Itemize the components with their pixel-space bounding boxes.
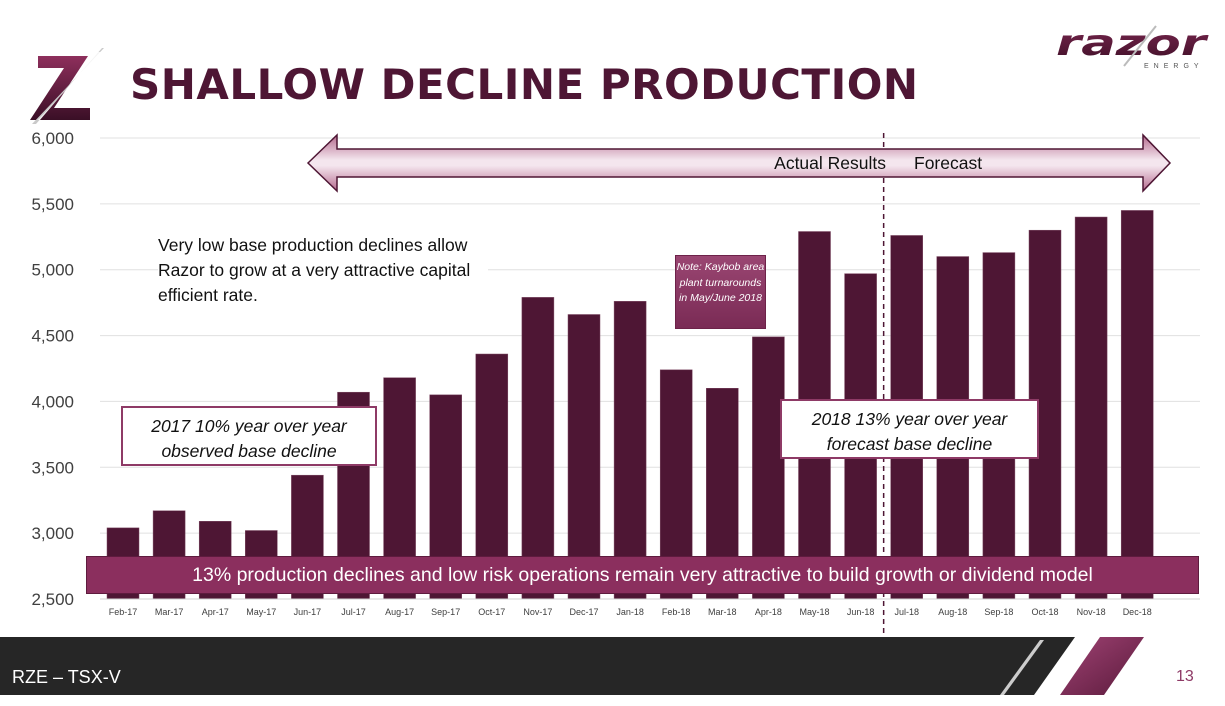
x-tick-label: May-18	[799, 607, 829, 617]
y-tick-label: 2,500	[31, 590, 74, 609]
summary-banner: 13% production declines and low risk ope…	[86, 556, 1199, 594]
body-text: Very low base production declines allow …	[158, 233, 488, 308]
callout-2018-line2: forecast base decline	[826, 434, 993, 454]
x-tick-label: Nov-18	[1077, 607, 1106, 617]
callout-2017-line2: observed base decline	[161, 441, 337, 461]
bar-jan-18	[613, 301, 647, 600]
x-tick-label: Apr-17	[202, 607, 229, 617]
x-tick-label: Jun-18	[847, 607, 875, 617]
x-tick-label: Feb-17	[109, 607, 138, 617]
brand-name: razor	[1056, 23, 1209, 64]
bar-nov-18	[1074, 216, 1108, 600]
callout-2017-decline: 2017 10% year over year observed base de…	[121, 406, 377, 466]
x-tick-label: Jul-17	[341, 607, 366, 617]
page-title: SHALLOW DECLINE PRODUCTION	[130, 60, 919, 109]
y-tick-label: 3,500	[31, 458, 74, 477]
x-tick-label: Jun-17	[294, 607, 322, 617]
kaybob-note: Note: Kaybob area plant turnarounds in M…	[675, 255, 766, 329]
x-tick-label: Apr-18	[755, 607, 782, 617]
callout-2017-line1: 2017 10% year over year	[151, 416, 347, 436]
arrow-label-actual: Actual Results	[774, 153, 886, 173]
callout-2018-decline: 2018 13% year over year forecast base de…	[780, 399, 1039, 459]
callout-2018-line1: 2018 13% year over year	[811, 409, 1008, 429]
x-tick-label: Feb-18	[662, 607, 691, 617]
y-tick-label: 3,000	[31, 524, 74, 543]
x-tick-label: Dec-17	[569, 607, 598, 617]
arrow-label-forecast: Forecast	[914, 153, 982, 173]
x-tick-label: Mar-18	[708, 607, 737, 617]
x-tick-label: Sep-17	[431, 607, 460, 617]
footer-bar	[0, 637, 1144, 695]
y-tick-label: 5,000	[31, 261, 74, 280]
x-tick-label: Oct-17	[478, 607, 505, 617]
ticker-label: RZE – TSX-V	[12, 667, 121, 687]
y-tick-label: 6,000	[31, 129, 74, 148]
x-tick-label: Dec-18	[1123, 607, 1152, 617]
x-tick-label: Jul-18	[894, 607, 919, 617]
bar-dec-18	[1120, 210, 1154, 600]
x-tick-label: Jan-18	[616, 607, 644, 617]
razor-z-logo	[30, 48, 104, 124]
brand-sub: ENERGY	[1144, 63, 1204, 70]
x-tick-label: Mar-17	[155, 607, 184, 617]
x-tick-label: May-17	[246, 607, 276, 617]
x-tick-label: Oct-18	[1031, 607, 1058, 617]
razor-energy-logo: razor ENERGY	[1056, 23, 1209, 70]
page-number: 13	[1176, 668, 1194, 685]
bar-nov-17	[521, 297, 555, 600]
x-tick-label: Sep-18	[984, 607, 1013, 617]
x-tick-label: Nov-17	[523, 607, 552, 617]
y-tick-label: 4,000	[31, 392, 74, 411]
y-tick-label: 5,500	[31, 195, 74, 214]
y-tick-label: 4,500	[31, 327, 74, 346]
x-tick-label: Aug-18	[938, 607, 967, 617]
bar-dec-17	[567, 314, 601, 600]
x-tick-label: Aug-17	[385, 607, 414, 617]
actual-forecast-arrow	[306, 133, 1172, 193]
